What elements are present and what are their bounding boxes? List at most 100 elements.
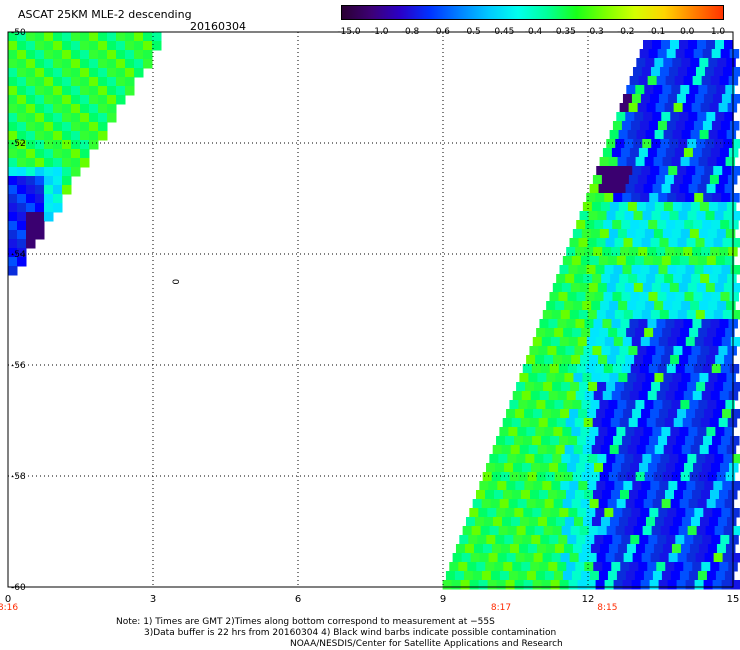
right-swath-cell [627,301,637,311]
right-swath-cell [534,382,544,392]
right-swath-cell [729,463,739,473]
right-swath-cell [657,292,667,302]
right-swath-cell [654,517,665,527]
right-swath-cell [563,400,573,410]
right-swath-cell [656,76,667,86]
right-swath-cell [664,175,675,185]
left-swath-cell [71,32,81,42]
right-swath-cell [715,184,726,194]
right-swath-cell [673,103,684,113]
right-swath-cell [600,202,611,212]
right-swath-cell [687,211,698,221]
left-swath-cell [80,77,90,87]
right-swath-cell [540,463,550,473]
left-swath-cell [26,221,36,231]
right-swath-cell [599,229,610,239]
right-swath-cell [682,175,693,185]
right-swath-cell [518,400,528,410]
right-swath-cell [725,328,735,338]
right-swath-cell [717,373,727,383]
right-swath-cell [602,391,613,401]
left-swath-cell [8,122,18,132]
right-swath-cell [564,301,574,311]
right-swath-cell [608,400,618,410]
right-swath-cell [680,85,690,95]
right-swath-cell [535,499,546,509]
right-swath-cell [565,346,575,356]
right-swath-cell [624,139,634,149]
right-swath-cell [611,319,621,329]
right-swath-cell [535,355,545,365]
right-swath-cell [516,526,527,536]
right-swath-cell [607,355,617,365]
left-swath-cell [26,59,36,69]
right-swath-cell [704,409,714,419]
right-swath-cell [596,166,606,176]
right-swath-cell [659,481,669,491]
right-swath-cell [580,355,590,365]
right-swath-cell [644,328,654,338]
right-swath-cell [692,319,702,329]
right-swath-cell [730,337,740,347]
right-swath-cell [722,553,733,563]
right-swath-cell [547,490,558,500]
right-swath-cell [695,67,706,77]
right-swath-cell [637,103,648,113]
right-swath-cell [613,193,623,203]
right-swath-cell [541,508,551,518]
left-swath-cell [125,86,135,96]
right-swath-cell [527,544,538,554]
left-swath-cell [62,95,72,105]
right-swath-cell [655,175,666,185]
right-swath-cell [467,562,477,572]
right-swath-cell [563,544,574,554]
right-swath-cell [503,562,513,572]
right-swath-cell [594,292,604,302]
right-swath-cell [689,157,700,167]
right-swath-cell [593,247,603,257]
y-tick-label: -50 [11,28,26,38]
right-swath-cell [511,490,522,500]
right-swath-cell [694,508,704,518]
right-swath-cell [567,535,577,545]
right-swath-cell [710,247,720,257]
right-swath-cell [551,553,562,563]
right-swath-cell [588,283,599,293]
right-swath-cell [706,571,717,581]
right-swath-cell [688,112,698,122]
right-swath-cell [514,436,524,446]
right-swath-cell [566,319,576,329]
left-swath-cell [26,131,36,141]
right-swath-cell [636,517,647,527]
right-swath-cell [663,517,674,527]
right-swath-cell [719,319,729,329]
right-swath-cell [514,580,525,590]
right-swath-cell [643,571,654,581]
left-swath-cell [44,77,54,87]
right-swath-cell [662,229,673,239]
right-swath-cell [691,274,701,284]
right-swath-cell [685,193,695,203]
right-swath-cell [546,517,557,527]
right-swath-cell [668,238,679,248]
right-swath-cell [631,265,641,275]
right-swath-cell [598,355,608,365]
right-swath-cell [576,535,586,545]
right-swath-cell [690,517,701,527]
right-swath-cell [525,382,535,392]
left-swath-cell [26,68,36,78]
right-swath-cell [549,463,559,473]
right-swath-cell [592,175,603,185]
right-swath-cell [541,337,552,347]
left-swath-cell [26,185,36,195]
right-swath-cell [669,382,679,392]
x-tick-label: 0 [5,594,11,605]
right-swath-cell [593,391,604,401]
right-swath-cell [628,274,638,284]
right-swath-cell [658,337,669,347]
right-swath-cell [582,202,593,212]
left-swath-cell [80,86,90,96]
right-swath-cell [716,85,726,95]
right-swath-cell [617,472,628,482]
right-swath-cell [677,67,688,77]
